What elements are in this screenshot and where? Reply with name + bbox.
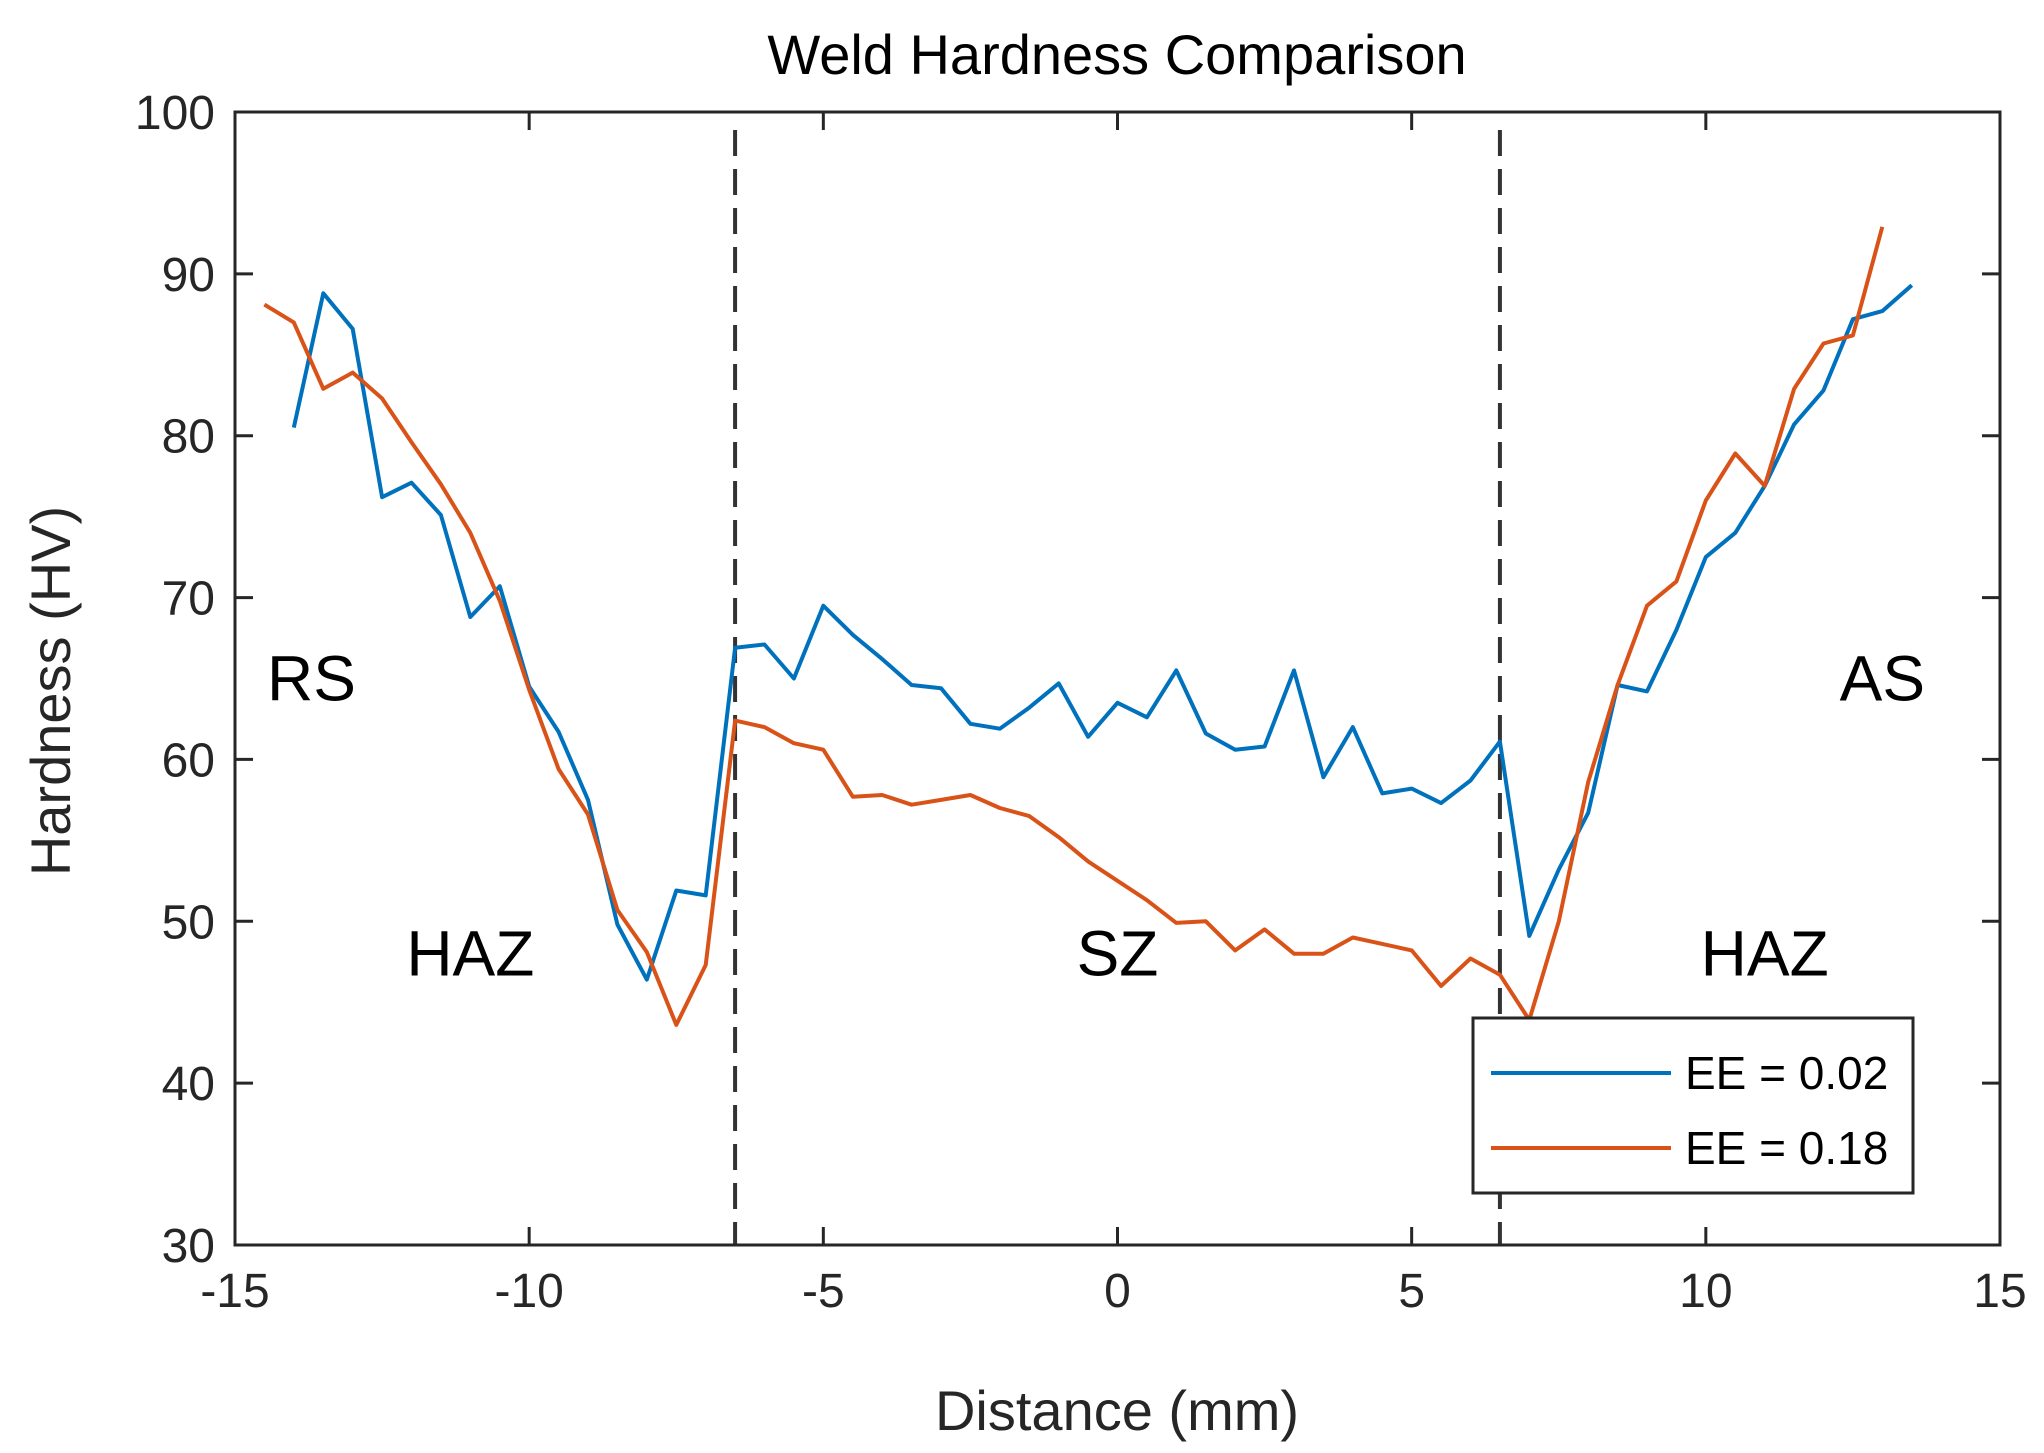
y-tick-label: 40 [162,1058,215,1111]
zone-annotation-as: AS [1840,643,1925,715]
x-tick-label: -15 [200,1265,269,1318]
zone-annotation-rs: RS [267,643,356,715]
x-tick-label: -10 [494,1265,563,1318]
x-tick-label: -5 [802,1265,845,1318]
legend-box [1471,1016,1915,1195]
y-tick-label: 50 [162,896,215,949]
x-tick-label: 15 [1973,1265,2026,1318]
y-tick-label: 90 [162,249,215,302]
zone-annotation-sz: SZ [1077,918,1159,990]
series-line-2 [263,226,1885,1027]
zone-annotation-haz: HAZ [406,918,534,990]
zone-annotation-haz: HAZ [1701,918,1829,990]
y-tick-label: 100 [135,87,215,140]
chart-title: Weld Hardness Comparison [767,23,1466,86]
y-tick-label: 70 [162,573,215,626]
legend-label-2: EE = 0.18 [1685,1122,1888,1174]
y-tick-label: 30 [162,1220,215,1273]
x-tick-label: 5 [1398,1265,1425,1318]
y-axis-title: Hardness (HV) [19,506,82,876]
x-tick-label: 10 [1679,1265,1732,1318]
legend-label-1: EE = 0.02 [1685,1047,1888,1099]
y-tick-label: 80 [162,411,215,464]
x-axis-title: Distance (mm) [935,1379,1299,1442]
y-tick-label: 60 [162,734,215,787]
series-line-1 [291,283,1914,982]
plot-area: -15 -10 -5 0 5 10 15 30 40 50 60 70 80 90 100 RS HAZ SZ HA… [135,87,2027,1318]
x-tick-label: 0 [1104,1265,1131,1318]
